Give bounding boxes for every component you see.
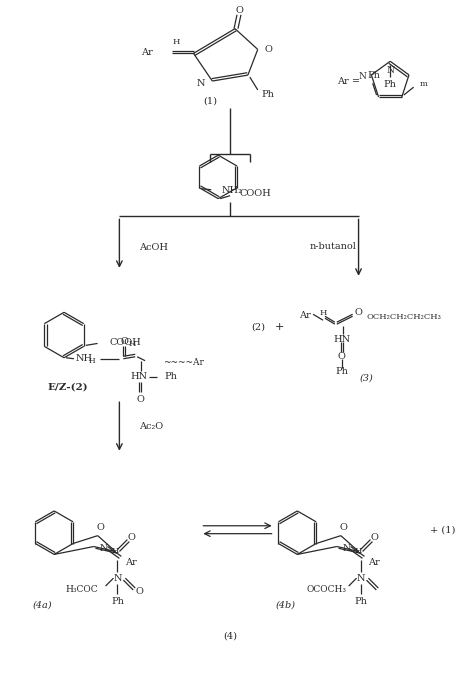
Text: Ph: Ph bbox=[111, 597, 124, 607]
Text: HN: HN bbox=[333, 336, 350, 344]
Text: Ar: Ar bbox=[300, 311, 311, 319]
Text: Ph: Ph bbox=[165, 372, 178, 381]
Text: OCOCH₃: OCOCH₃ bbox=[307, 586, 346, 594]
Text: OCH₂CH₂CH₂CH₃: OCH₂CH₂CH₂CH₃ bbox=[366, 313, 441, 321]
Text: (3): (3) bbox=[360, 374, 374, 383]
Text: N: N bbox=[197, 78, 205, 88]
Text: N: N bbox=[343, 544, 351, 553]
Text: E/Z-(2): E/Z-(2) bbox=[47, 383, 88, 392]
Text: H: H bbox=[89, 357, 95, 365]
Text: Ph: Ph bbox=[335, 367, 348, 376]
Text: O: O bbox=[355, 308, 363, 317]
Text: O: O bbox=[97, 523, 105, 532]
Text: AcOH: AcOH bbox=[139, 243, 168, 251]
Text: Ar: Ar bbox=[126, 558, 137, 567]
Text: NH₂: NH₂ bbox=[221, 186, 242, 195]
Text: m: m bbox=[419, 80, 428, 88]
Text: H: H bbox=[355, 547, 362, 555]
Text: H: H bbox=[319, 309, 327, 317]
Text: H₃COC: H₃COC bbox=[65, 586, 98, 594]
Text: H: H bbox=[112, 547, 119, 555]
Text: Ph: Ph bbox=[367, 71, 380, 80]
Text: N: N bbox=[386, 65, 394, 75]
Text: n-butanol: n-butanol bbox=[309, 241, 356, 251]
Text: N: N bbox=[113, 574, 122, 582]
Text: (4b): (4b) bbox=[275, 601, 295, 609]
Text: N: N bbox=[356, 574, 365, 582]
Text: + (1): + (1) bbox=[430, 525, 455, 534]
Text: N: N bbox=[100, 544, 108, 553]
Text: Ph: Ph bbox=[354, 597, 367, 607]
Text: (1): (1) bbox=[203, 96, 217, 105]
Text: O: O bbox=[371, 533, 378, 542]
Text: COOH: COOH bbox=[109, 338, 141, 347]
Text: O: O bbox=[128, 533, 135, 542]
Text: O: O bbox=[120, 338, 128, 346]
Text: NH: NH bbox=[76, 355, 93, 363]
Text: H: H bbox=[173, 38, 181, 47]
Text: Ar =: Ar = bbox=[337, 77, 360, 86]
Text: (2): (2) bbox=[251, 323, 265, 332]
Text: Ar: Ar bbox=[368, 558, 380, 567]
Text: HN: HN bbox=[131, 372, 148, 381]
Text: ~~~~Ar: ~~~~Ar bbox=[163, 358, 204, 367]
Text: (4): (4) bbox=[223, 632, 237, 641]
Text: COOH: COOH bbox=[240, 189, 272, 198]
Text: O: O bbox=[136, 395, 144, 404]
Text: O: O bbox=[135, 588, 143, 596]
Text: (4a): (4a) bbox=[33, 601, 52, 609]
Text: Ph: Ph bbox=[261, 90, 274, 99]
Text: O: O bbox=[235, 6, 243, 16]
Text: O: O bbox=[340, 523, 348, 532]
Text: H: H bbox=[128, 340, 136, 348]
Text: Ar: Ar bbox=[141, 48, 153, 57]
Text: O: O bbox=[338, 353, 346, 361]
Text: +: + bbox=[275, 322, 284, 332]
Text: N: N bbox=[358, 72, 366, 82]
Text: O: O bbox=[264, 45, 273, 54]
Text: Ph: Ph bbox=[384, 80, 397, 90]
Text: Ac₂O: Ac₂O bbox=[139, 423, 163, 431]
